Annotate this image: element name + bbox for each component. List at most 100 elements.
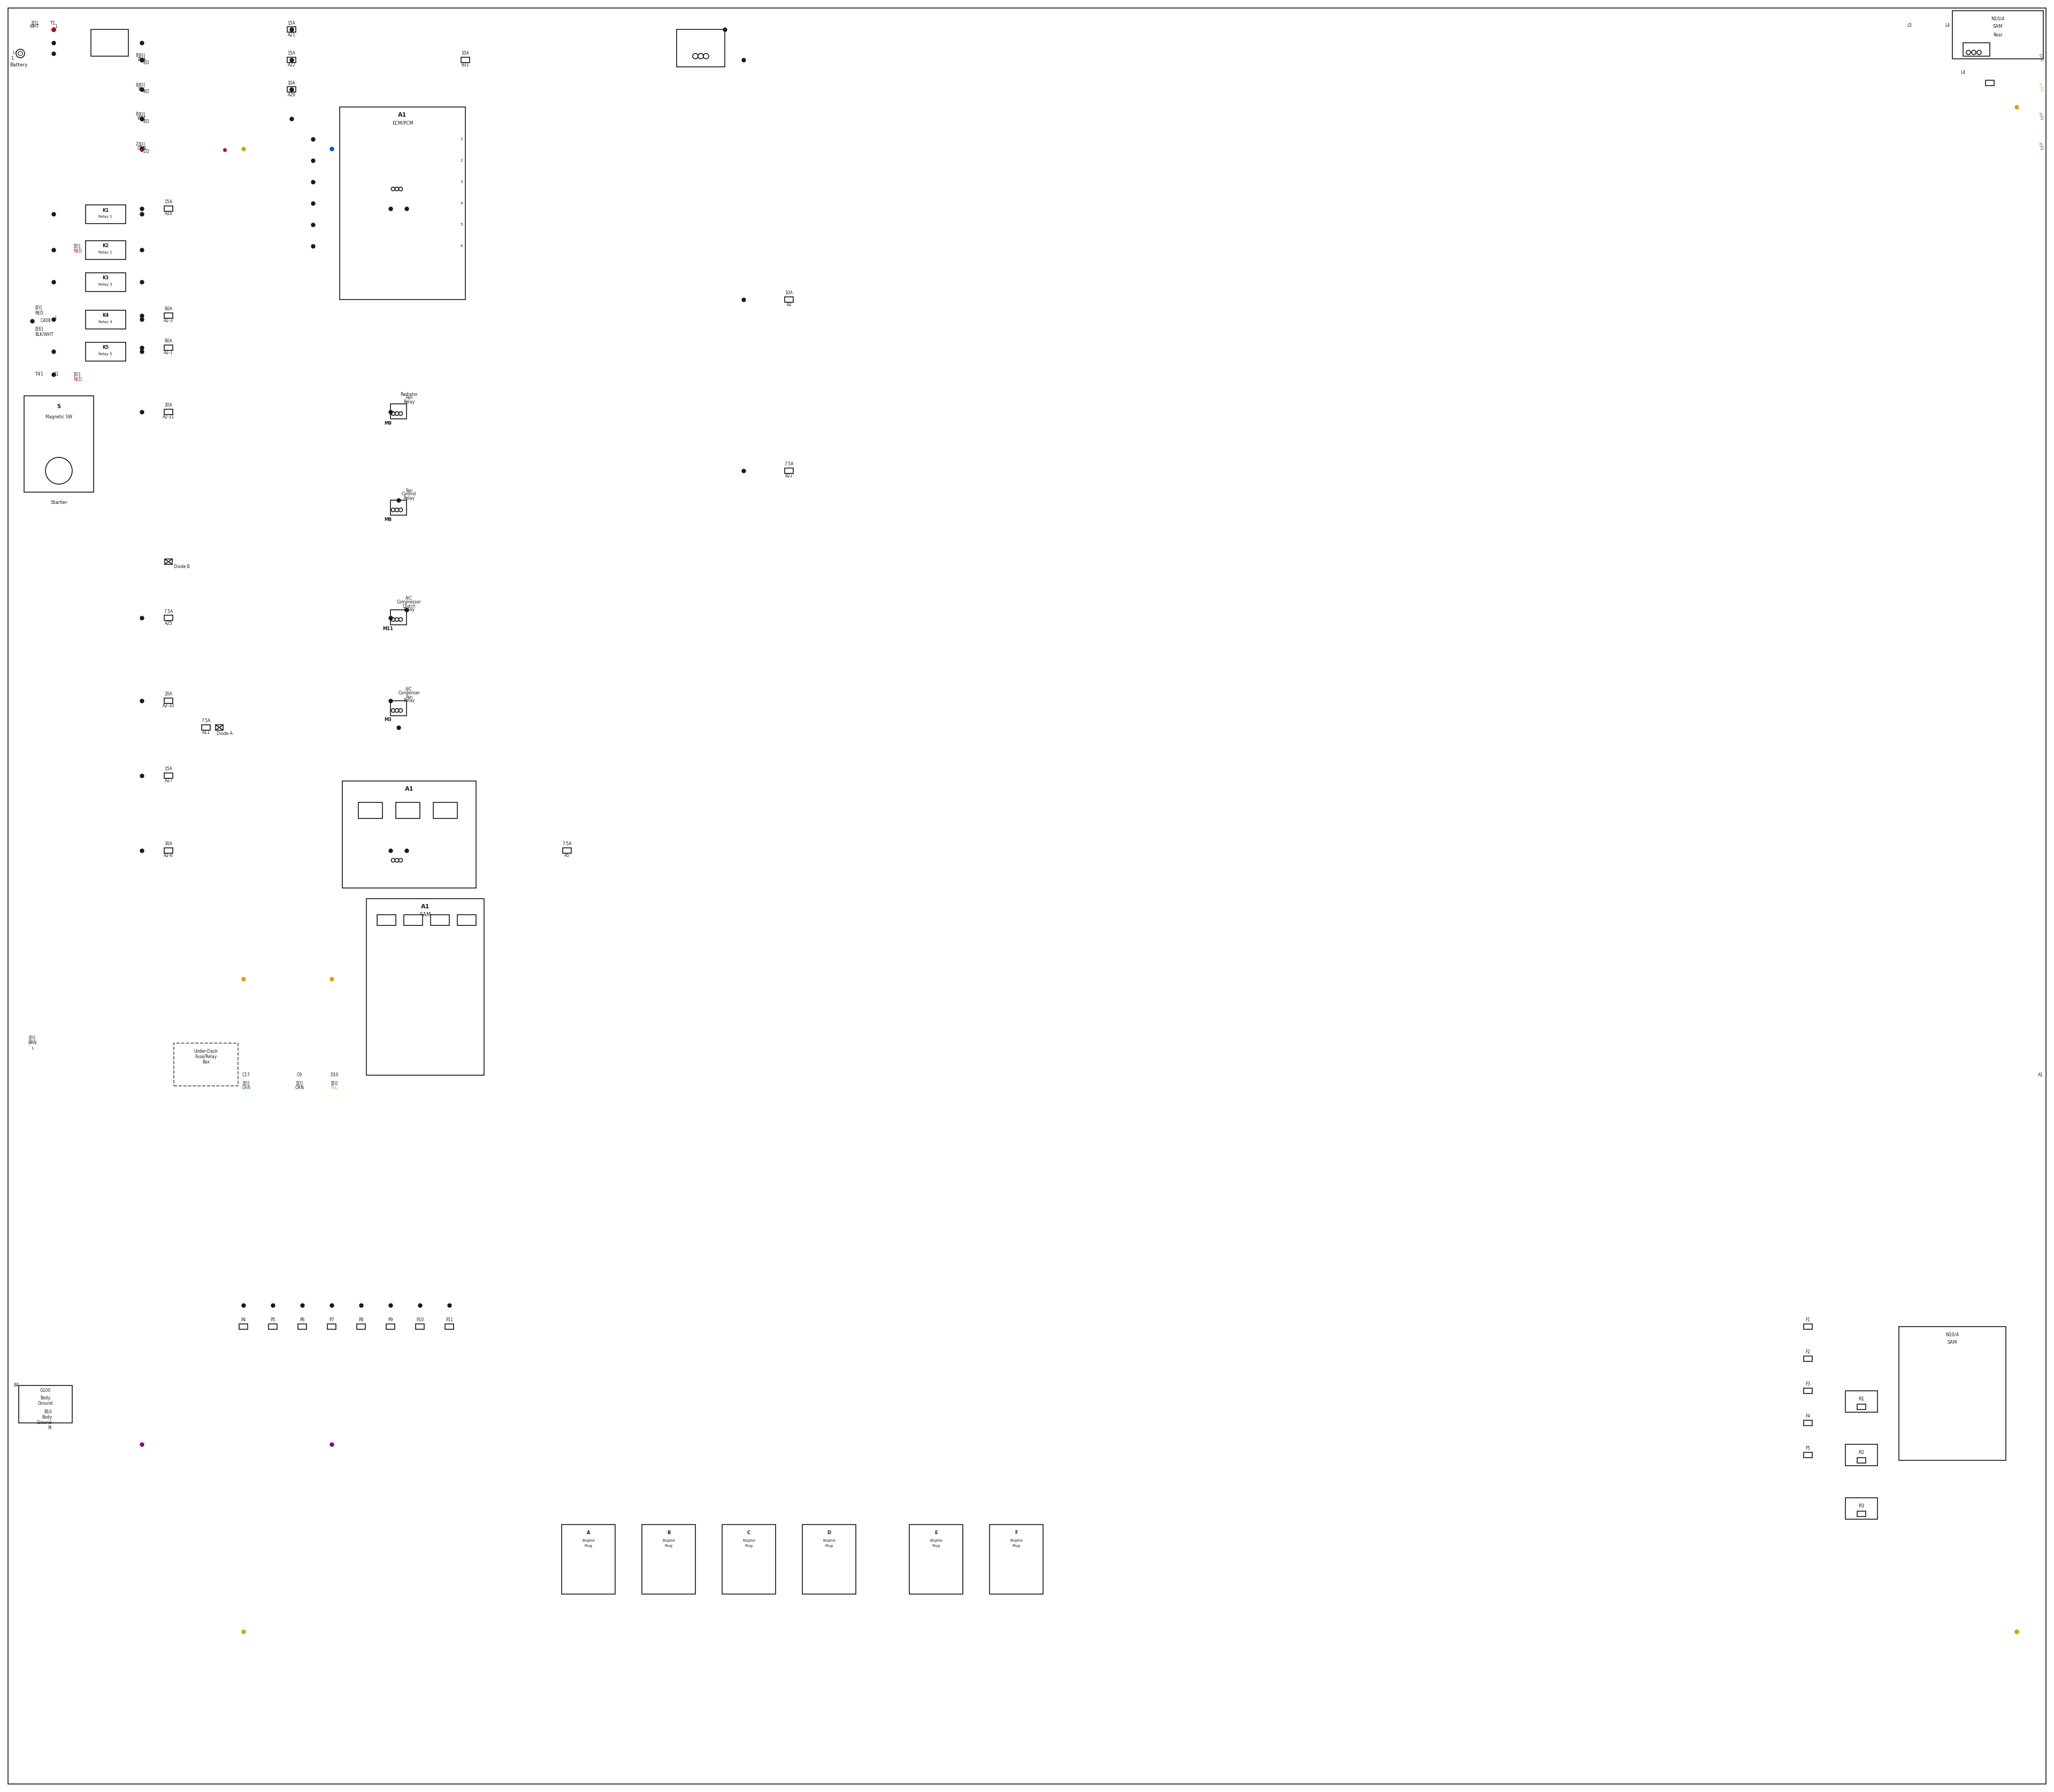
Bar [216,724,224,729]
Text: Diode A: Diode A [216,731,232,737]
Text: Engine: Engine [1011,1539,1023,1543]
Circle shape [702,54,709,59]
Text: D10: D10 [331,1073,339,1077]
Text: 8: 8 [136,54,138,57]
Bar [910,1525,963,1595]
Text: G100: G100 [39,1389,51,1392]
Text: D: D [2040,54,2042,57]
Text: YEL: YEL [138,88,146,91]
Text: Condenser: Condenser [398,692,421,695]
Text: Engine: Engine [930,1539,943,1543]
Text: 4: 4 [396,513,398,514]
Text: 11: 11 [53,373,60,376]
Text: Relay: Relay [403,496,415,500]
Text: 1: 1 [41,373,43,376]
Bar [1844,1391,1877,1412]
Text: A17: A17 [164,778,173,783]
Circle shape [390,618,394,622]
Text: Engine: Engine [824,1539,836,1543]
Text: L5: L5 [1906,23,1912,27]
Text: BLU: BLU [138,57,146,63]
Bar [390,179,407,194]
Text: Control: Control [403,491,417,496]
Text: 3: 3 [707,30,711,34]
Text: Magnetic SW: Magnetic SW [45,414,72,419]
Text: 1: 1 [390,403,392,407]
Text: Relay 2: Relay 2 [99,251,113,254]
Text: P7: P7 [329,1317,335,1322]
Text: F: F [1015,1530,1019,1536]
Text: Body: Body [41,1416,51,1419]
Text: A25: A25 [164,620,173,625]
Text: 6: 6 [460,244,462,247]
Text: 4: 4 [678,30,680,34]
Text: D: D [2040,57,2044,63]
Text: M2: M2 [384,867,392,873]
Text: 10A: 10A [785,290,793,296]
Text: D: D [2040,84,2042,86]
Text: Radiator: Radiator [401,392,417,396]
Text: Ground: Ground [37,1421,51,1425]
Text: 4: 4 [396,416,398,419]
Bar [460,57,470,63]
Text: Under-Dash: Under-Dash [193,1048,218,1054]
Text: 4: 4 [396,862,398,866]
Circle shape [394,858,398,862]
Bar [164,615,173,620]
Text: F5: F5 [1805,1446,1810,1452]
Text: 1: 1 [390,179,392,181]
Text: B31: B31 [462,63,468,68]
Text: 8: 8 [144,90,146,95]
Text: Relay: Relay [403,607,415,613]
Bar [803,1525,857,1595]
Text: 8: 8 [136,113,138,116]
Text: 1: 1 [460,138,462,142]
Text: A1: A1 [405,787,413,792]
Text: R2: R2 [1859,1450,1865,1455]
Text: Relay: Relay [403,400,415,405]
Bar [1803,1452,1812,1457]
Text: PGM-F: PGM-F [705,38,717,41]
Bar [366,898,485,1075]
Text: A16: A16 [164,211,173,217]
Bar [415,1324,425,1330]
Text: 3: 3 [390,862,392,866]
Text: RED: RED [74,378,82,382]
Text: 4: 4 [460,202,462,204]
Text: T4: T4 [35,373,41,376]
Text: L4: L4 [1962,70,1966,75]
Text: D: D [146,61,148,65]
Text: P10: P10 [417,1317,423,1322]
Circle shape [698,54,702,59]
Bar [164,206,173,211]
Circle shape [398,708,403,713]
Text: D: D [2040,113,2042,116]
Text: [EI]: [EI] [138,54,146,57]
Bar [269,1324,277,1330]
Bar [785,297,793,303]
Text: D: D [2040,147,2044,151]
Bar [431,914,450,925]
Bar [25,396,94,493]
Text: BLK/WHT: BLK/WHT [35,332,53,337]
Text: 2: 2 [460,159,462,161]
Text: Rear: Rear [1992,32,2003,38]
Circle shape [1976,50,1982,54]
Text: 20A: 20A [164,692,173,697]
Bar [390,851,407,866]
Text: K2: K2 [103,244,109,249]
Text: 1: 1 [678,41,680,45]
Text: 3: 3 [390,622,392,625]
Text: 3: 3 [390,416,392,419]
Bar [164,772,173,778]
Text: A2-1: A2-1 [164,351,173,355]
Text: P11: P11 [446,1317,454,1322]
Text: C: C [748,1530,750,1536]
Text: A2-11: A2-11 [162,414,175,419]
Text: 1: 1 [31,1047,33,1050]
Text: C9: C9 [298,1073,302,1077]
Bar [288,57,296,63]
Text: 1: 1 [390,500,392,504]
Text: K3: K3 [103,276,109,281]
Bar [175,1043,238,1086]
